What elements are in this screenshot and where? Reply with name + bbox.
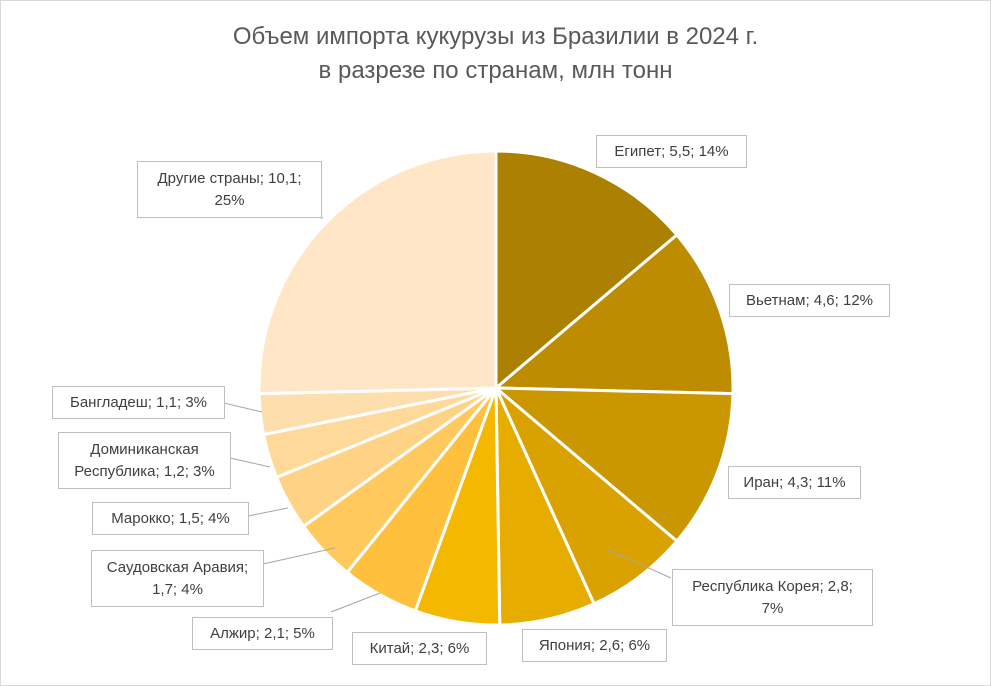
leader-line [229, 457, 271, 468]
data-label: Саудовская Аравия; 1,7; 4% [91, 550, 264, 607]
data-label: Вьетнам; 4,6; 12% [729, 284, 890, 317]
data-labels: Египет; 5,5; 14% Вьетнам; 4,6; 12% Иран; 4… [52, 135, 890, 665]
data-label-text: Иран; 4,3; 11% [743, 474, 845, 491]
data-label: Марокко; 1,5; 4% [92, 502, 249, 535]
data-label-box [137, 161, 322, 218]
data-label-text: Китай; 2,3; 6% [370, 640, 470, 657]
data-label-text: Египет; 5,5; 14% [614, 143, 728, 160]
data-label-box [728, 466, 861, 499]
data-label-text: 1,7; 4% [152, 581, 203, 598]
leader-line [330, 592, 381, 613]
data-label-box [729, 284, 890, 317]
leader-line [607, 549, 672, 579]
leader-lines [223, 212, 672, 613]
data-label: Бангладеш; 1,1; 3% [52, 386, 225, 419]
data-label-box [192, 617, 333, 650]
data-label-text: Республика; 1,2; 3% [74, 463, 214, 480]
data-label-box [352, 632, 487, 665]
data-label-box [672, 569, 873, 626]
pie-slice [494, 233, 735, 396]
data-label-box [92, 502, 249, 535]
data-label-box [91, 550, 264, 607]
leader-line [262, 547, 336, 565]
data-label-text: Алжир; 2,1; 5% [210, 625, 315, 642]
data-label: Иран; 4,3; 11% [728, 466, 861, 499]
data-label: Другие страны; 10,1; 25% [137, 161, 322, 218]
data-label-text: Республика Корея; 2,8; [692, 578, 853, 595]
pie-slice [257, 149, 498, 396]
data-label-text: 7% [762, 600, 784, 617]
data-label: Республика Корея; 2,8; 7% [672, 569, 873, 626]
data-label-box [522, 629, 667, 662]
pie-slices [257, 149, 735, 627]
data-label: Китай; 2,3; 6% [352, 632, 487, 665]
pie-slice [494, 386, 735, 543]
leader-line [223, 402, 263, 413]
data-label-text: 25% [214, 192, 244, 209]
data-label-text: Япония; 2,6; 6% [539, 637, 650, 654]
chart-title: Объем импорта кукурузы из Бразилии в 202… [0, 20, 991, 88]
data-label-box [596, 135, 747, 168]
data-label-box [52, 386, 225, 419]
chart-title-line-1: Объем импорта кукурузы из Бразилии в 202… [232, 23, 759, 50]
data-label: Египет; 5,5; 14% [596, 135, 747, 168]
data-label-text: Вьетнам; 4,6; 12% [746, 292, 873, 309]
data-label-text: Другие страны; 10,1; [157, 170, 301, 187]
data-label-text: Саудовская Аравия; [107, 559, 248, 576]
data-label: Алжир; 2,1; 5% [192, 617, 333, 650]
leader-line [247, 507, 289, 517]
pie-slice [494, 149, 679, 390]
pie-slice [494, 386, 679, 606]
data-label-text: Марокко; 1,5; 4% [111, 510, 230, 527]
data-label-text: Бангладеш; 1,1; 3% [70, 394, 207, 411]
data-label-box [58, 432, 231, 489]
data-label: Япония; 2,6; 6% [522, 629, 667, 662]
data-label: Доминиканская Республика; 1,2; 3% [58, 432, 231, 489]
data-label-text: Доминиканская [90, 441, 198, 458]
chart-title-line-2: в разрезе по странам, млн тонн [318, 57, 673, 84]
